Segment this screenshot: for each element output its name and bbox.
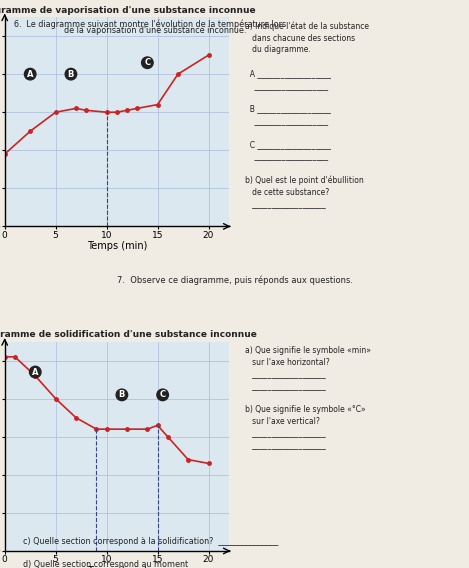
Text: 7.  Observe ce diagramme, puis réponds aux questions.: 7. Observe ce diagramme, puis réponds au… (116, 275, 353, 285)
Title: Diagramme de solidification d'une substance inconnue: Diagramme de solidification d'une substa… (0, 331, 257, 340)
Text: c) Quelle section correspond à la solidification?  _______________

d) Quelle se: c) Quelle section correspond à la solidi… (23, 537, 279, 568)
Text: A: A (32, 367, 38, 377)
Text: C: C (144, 59, 151, 67)
Text: C: C (159, 390, 166, 399)
Title: Diagramme de vaporisation d'une substance inconnue: Diagramme de vaporisation d'une substanc… (0, 6, 256, 15)
Text: de la vaporisation d'une substance inconnue.: de la vaporisation d'une substance incon… (54, 26, 246, 35)
X-axis label: Temps (min): Temps (min) (87, 566, 147, 568)
Text: B: B (68, 70, 74, 78)
Text: A: A (27, 70, 33, 78)
Text: 6.  Le diagramme suivant montre l'évolution de la température lors: 6. Le diagramme suivant montre l'évoluti… (14, 20, 286, 30)
Text: a) Que signifie le symbole «min»
   sur l'axe horizontal?
   ___________________: a) Que signifie le symbole «min» sur l'a… (245, 346, 371, 449)
Text: a) Indique l'état de la substance
   dans chacune des sections
   du diagramme.
: a) Indique l'état de la substance dans c… (245, 21, 369, 208)
X-axis label: Temps (min): Temps (min) (87, 241, 147, 251)
Text: B: B (119, 390, 125, 399)
